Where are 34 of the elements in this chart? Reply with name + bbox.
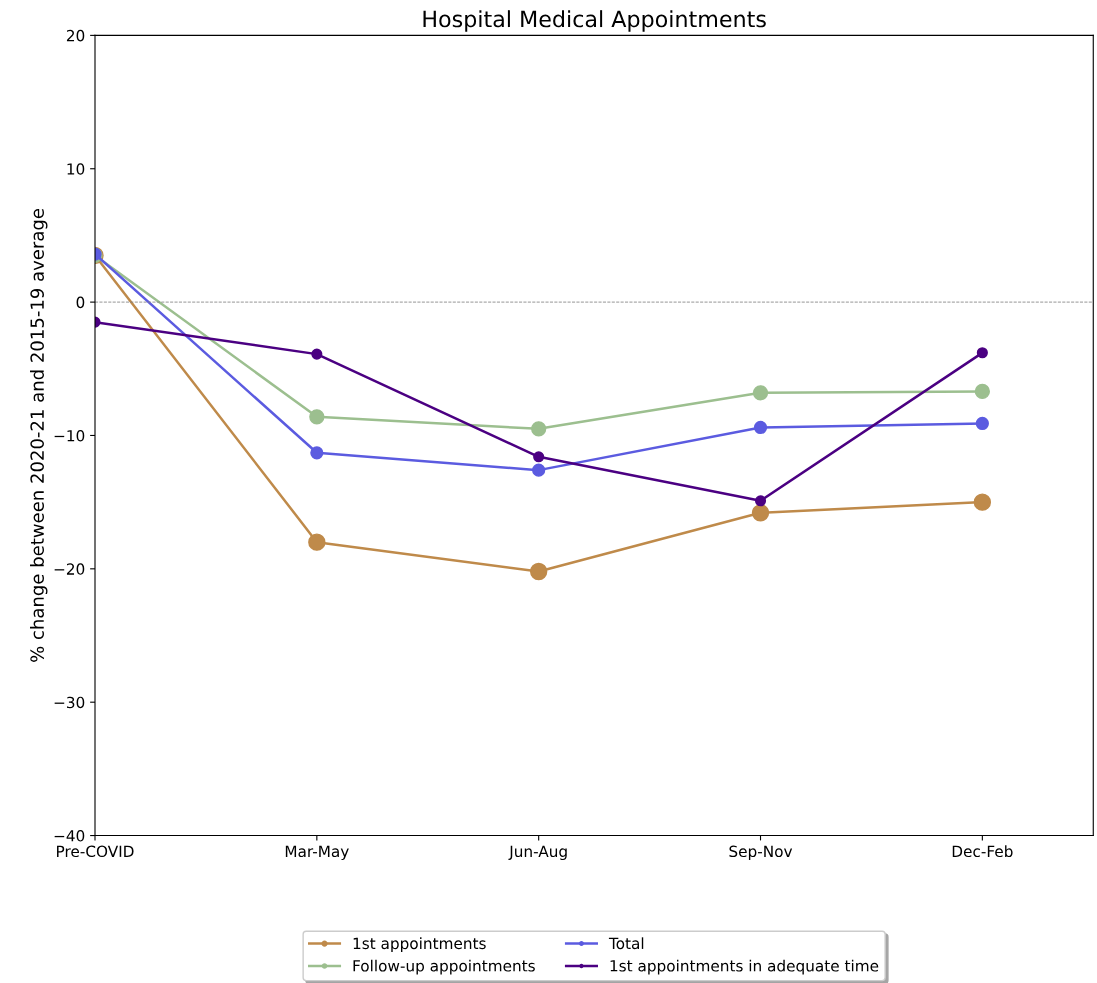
legend-label: Follow-up appointments (353, 959, 535, 975)
point (531, 421, 547, 437)
point (976, 347, 988, 359)
chart-title: Hospital Medical Appointments (423, 10, 766, 32)
x-tick-label: Mar-May (285, 845, 349, 861)
point (753, 420, 768, 435)
x-tick-label: Dec-Feb (952, 845, 1013, 858)
point (532, 463, 546, 477)
x-tick-label: Pre-COVID (57, 845, 134, 858)
y-tick-label: −40 (54, 830, 85, 842)
y-axis-title: % change between 2020-21 and 2015-19 average (30, 208, 48, 662)
point (974, 383, 990, 400)
x-tick-label: Jun-Aug (508, 845, 567, 861)
y-tick-label: 0 (76, 296, 85, 309)
y-tick-label: 20 (66, 29, 85, 42)
point (752, 385, 769, 401)
point (309, 409, 325, 425)
point (529, 562, 548, 581)
x-tick-label: Sep-Nov (729, 845, 793, 861)
y-tick-label: −20 (54, 563, 85, 575)
point (754, 495, 767, 507)
y-tick-label: 10 (67, 163, 85, 175)
point (308, 533, 326, 551)
legend-label: Total (608, 937, 644, 950)
point (533, 451, 545, 463)
point (975, 416, 989, 431)
point (751, 504, 770, 522)
y-tick-label: −30 (54, 696, 85, 709)
point (311, 348, 323, 360)
legend-label: 1st appointments in adequate time (610, 959, 879, 975)
point (310, 446, 324, 460)
point (973, 493, 992, 511)
legend-label: 1st appointments (353, 937, 486, 953)
y-tick-label: −10 (54, 429, 85, 442)
